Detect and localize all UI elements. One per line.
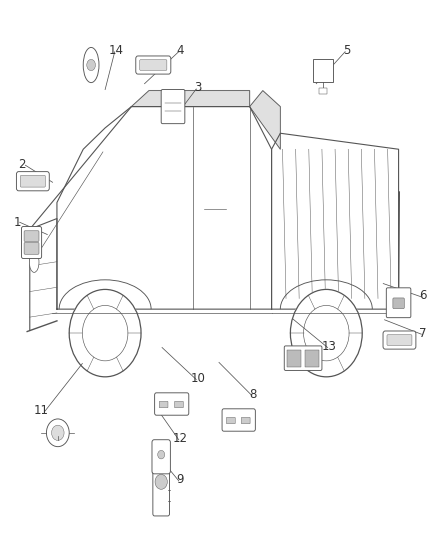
FancyBboxPatch shape (284, 346, 322, 370)
Polygon shape (57, 107, 272, 309)
Circle shape (155, 474, 167, 489)
Text: 10: 10 (191, 372, 205, 385)
Circle shape (52, 425, 64, 440)
FancyBboxPatch shape (393, 298, 404, 309)
Circle shape (46, 419, 69, 447)
Text: 11: 11 (34, 404, 49, 417)
Bar (287, 350, 301, 367)
FancyBboxPatch shape (155, 393, 189, 415)
Text: 1: 1 (14, 216, 21, 229)
FancyBboxPatch shape (226, 417, 235, 424)
FancyBboxPatch shape (383, 331, 416, 349)
FancyBboxPatch shape (140, 60, 167, 70)
Text: 14: 14 (109, 44, 124, 57)
FancyBboxPatch shape (20, 175, 46, 187)
Bar (319, 88, 327, 94)
FancyBboxPatch shape (387, 335, 412, 345)
FancyBboxPatch shape (21, 227, 42, 259)
Text: 3: 3 (194, 82, 201, 94)
Text: 5: 5 (343, 44, 350, 57)
Text: 13: 13 (322, 340, 337, 353)
Polygon shape (30, 219, 57, 330)
Polygon shape (250, 91, 280, 149)
Ellipse shape (29, 252, 39, 272)
Text: 2: 2 (18, 158, 26, 171)
Text: 8: 8 (250, 388, 257, 401)
Text: 6: 6 (419, 289, 427, 302)
FancyBboxPatch shape (241, 417, 250, 424)
FancyBboxPatch shape (136, 56, 171, 74)
Text: 12: 12 (173, 432, 188, 445)
FancyBboxPatch shape (161, 90, 185, 124)
Bar (305, 350, 319, 367)
FancyBboxPatch shape (174, 401, 184, 408)
FancyBboxPatch shape (152, 440, 170, 474)
Ellipse shape (83, 47, 99, 83)
Circle shape (158, 450, 165, 459)
FancyBboxPatch shape (24, 243, 39, 254)
FancyBboxPatch shape (159, 401, 168, 408)
FancyBboxPatch shape (24, 231, 39, 241)
FancyBboxPatch shape (222, 409, 255, 431)
Circle shape (69, 289, 141, 377)
Ellipse shape (87, 59, 95, 71)
Text: 7: 7 (419, 327, 427, 340)
Text: 9: 9 (177, 473, 184, 486)
Bar (313, 59, 333, 82)
Circle shape (290, 289, 362, 377)
FancyBboxPatch shape (17, 172, 49, 191)
FancyBboxPatch shape (153, 470, 170, 516)
Text: 4: 4 (177, 44, 184, 57)
FancyBboxPatch shape (386, 288, 411, 318)
Polygon shape (131, 91, 250, 107)
Polygon shape (272, 133, 399, 309)
